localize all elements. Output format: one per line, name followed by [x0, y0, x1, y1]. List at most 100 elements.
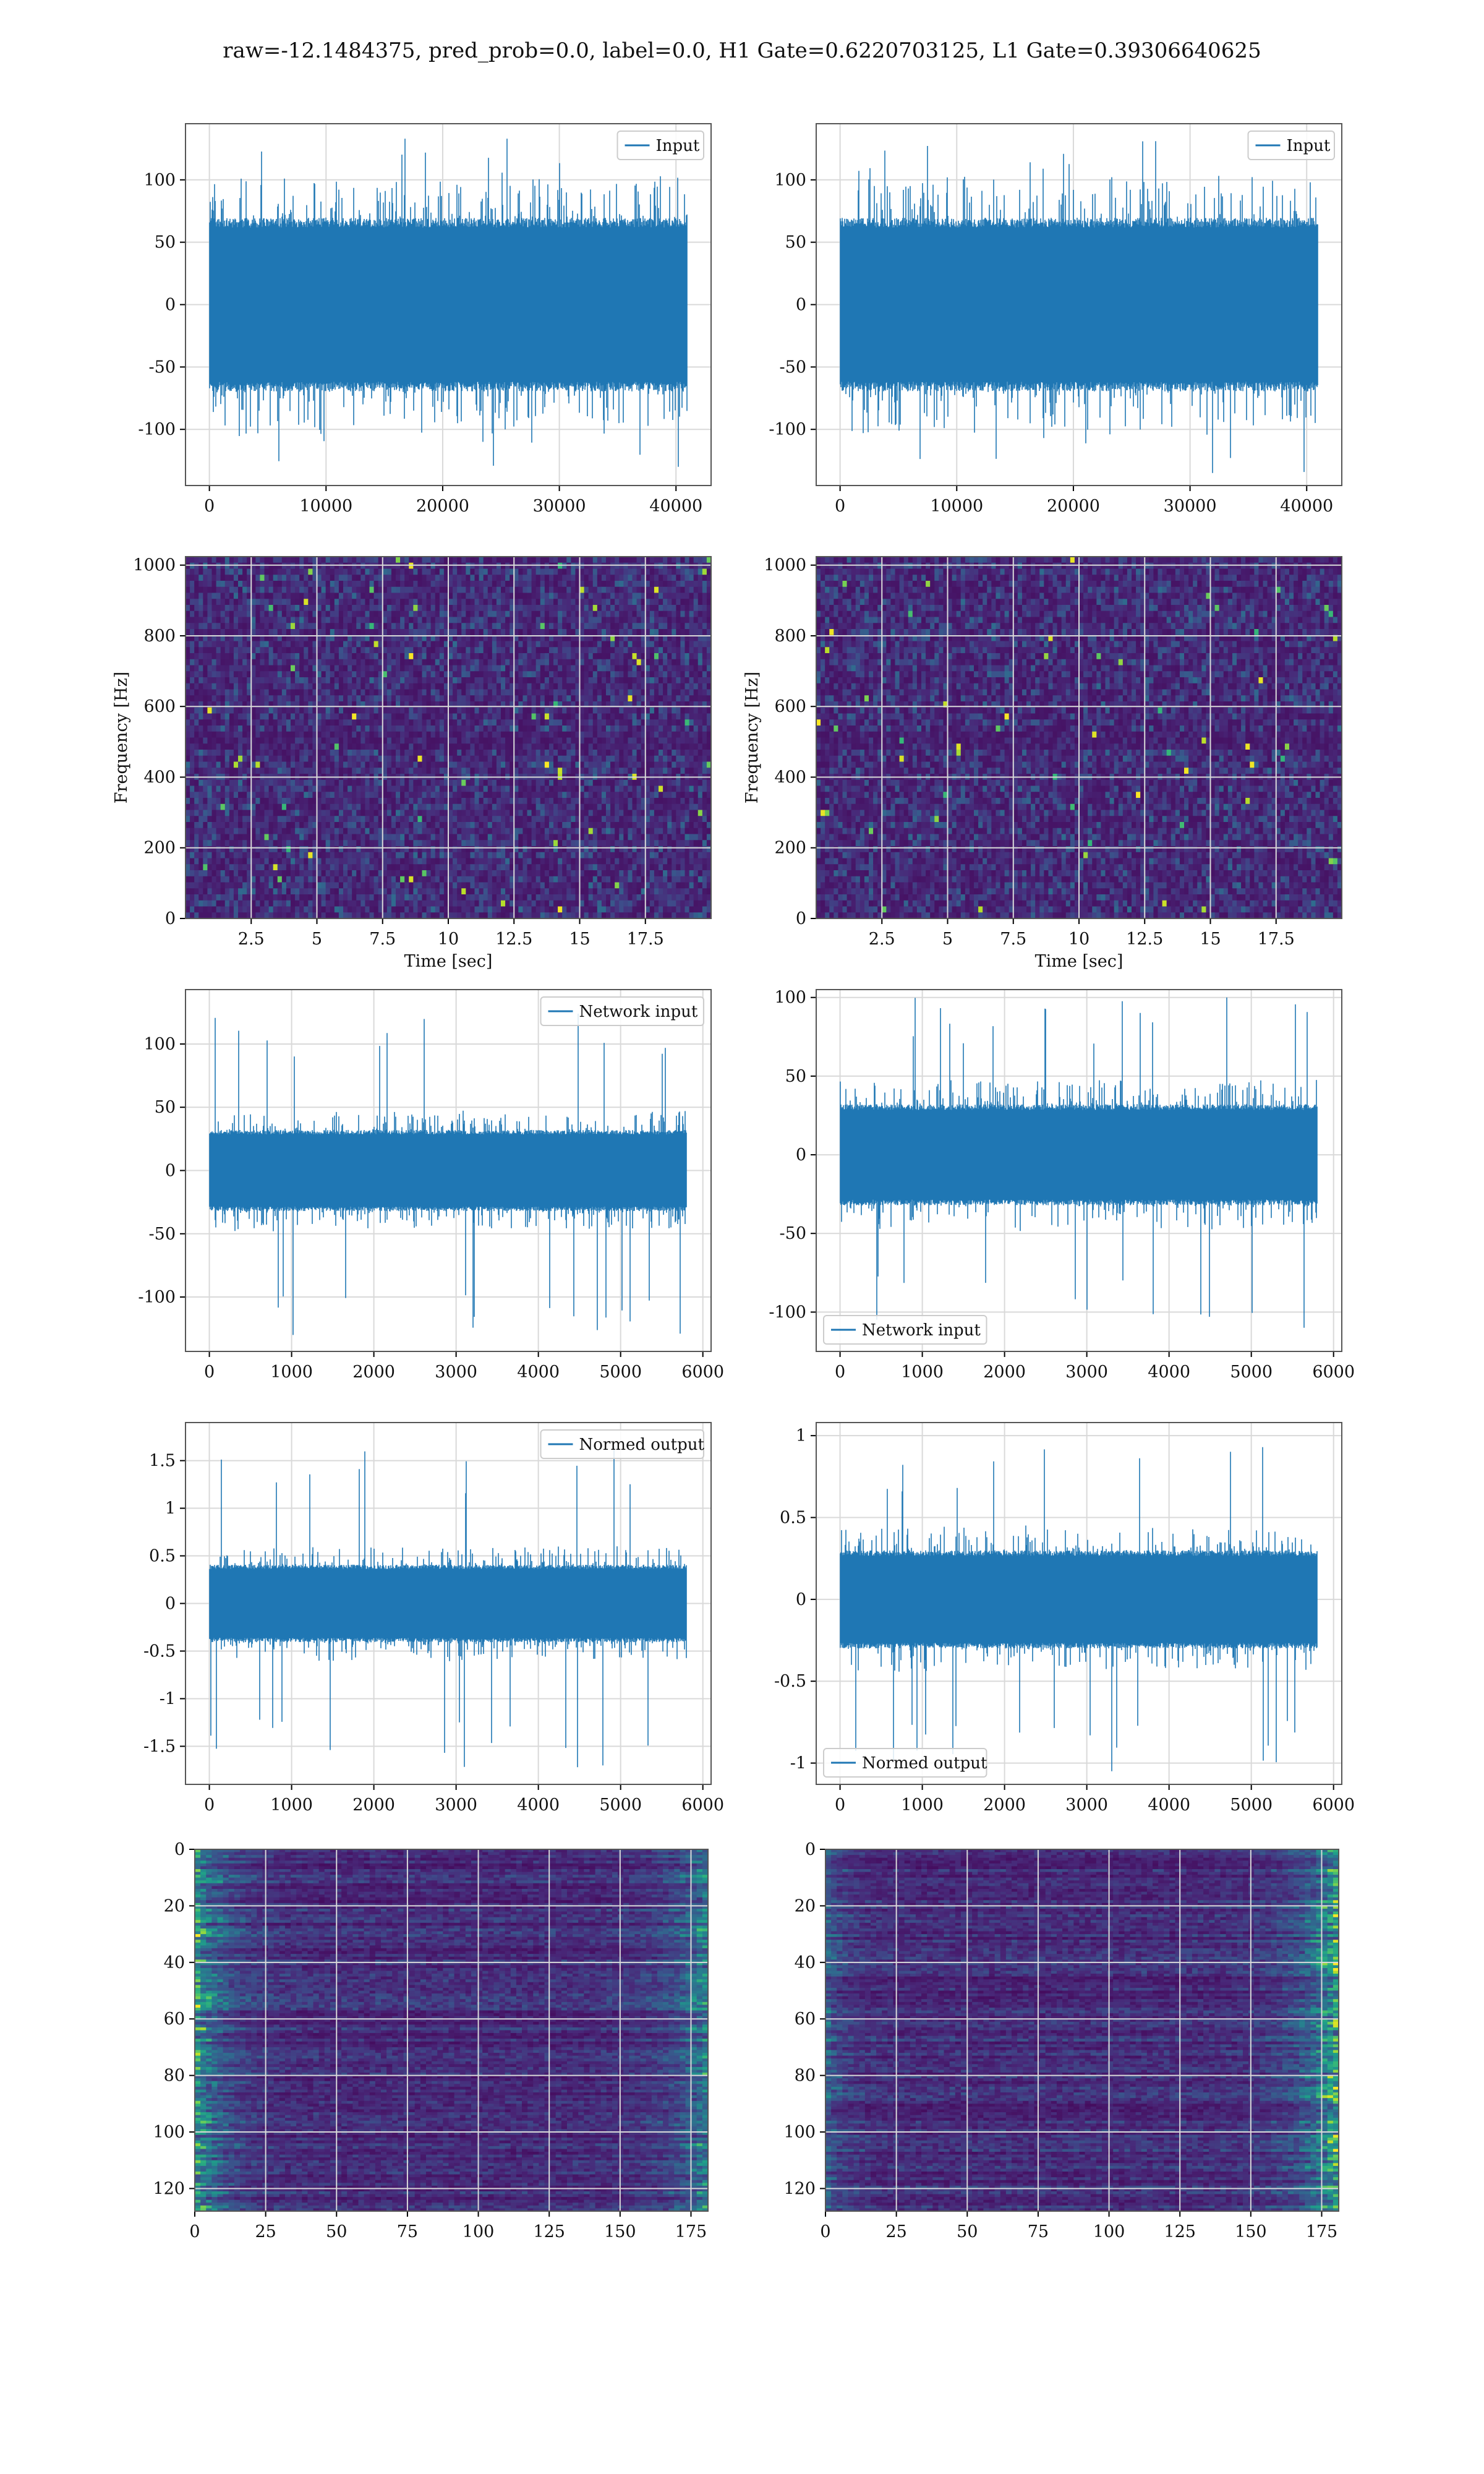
x-tick-label: 3000 [435, 1796, 477, 1815]
y-tick-label: 200 [143, 839, 176, 858]
x-tick-label: 15 [569, 930, 590, 949]
y-tick-label: 1 [165, 1499, 176, 1518]
x-tick-label: 100 [463, 2222, 495, 2241]
x-tick-label: 0 [204, 1796, 215, 1815]
heatmap-cells [825, 1849, 1339, 2212]
x-tick-label: 2000 [983, 1363, 1026, 1382]
line-chart-6: 0 1000 2000 3000 4000 5000 6000-1.5-1-0.500.51… [143, 1423, 724, 1815]
x-tick-label: 50 [957, 2222, 978, 2241]
line-chart-5: 0 1000 2000 3000 4000 5000 6000-100-50050100Ne… [769, 988, 1355, 1382]
y-tick-label: 200 [774, 839, 806, 858]
x-tick-label: 40000 [649, 497, 702, 516]
x-tick-label: 150 [1235, 2222, 1267, 2241]
y-tick-label: 20 [164, 1896, 185, 1915]
x-tick-label: 17.5 [627, 930, 664, 949]
x-axis-label: Time [sec] [404, 952, 493, 971]
x-tick-label: 25 [885, 2222, 906, 2241]
x-tick-label: 50 [326, 2222, 347, 2241]
x-tick-label: 10 [438, 930, 459, 949]
y-tick-label: 80 [795, 2066, 816, 2086]
x-tick-label: 2000 [352, 1363, 395, 1382]
x-tick-label: 6000 [681, 1796, 724, 1815]
legend: Input [618, 131, 704, 160]
y-tick-label: 1000 [133, 556, 176, 575]
x-tick-label: 3000 [435, 1363, 477, 1382]
y-tick-label: 40 [164, 1953, 185, 1972]
y-tick-label: -100 [138, 1288, 176, 1307]
x-tick-label: 1000 [270, 1363, 313, 1382]
legend: Input [1248, 131, 1335, 160]
y-tick-label: -50 [149, 357, 176, 377]
x-tick-label: 175 [1306, 2222, 1338, 2241]
x-tick-label: 100 [1093, 2222, 1125, 2241]
x-axis-label: Time [sec] [1035, 952, 1124, 971]
x-tick-label: 6000 [1312, 1363, 1355, 1382]
series-line [840, 998, 1317, 1328]
x-tick-label: 25 [255, 2222, 276, 2241]
x-tick-label: 125 [533, 2222, 565, 2241]
line-chart-7: 0 1000 2000 3000 4000 5000 6000-1-0.500.51Norm… [774, 1423, 1355, 1815]
y-tick-label: -50 [780, 1224, 806, 1243]
x-tick-label: 10000 [299, 497, 352, 516]
y-tick-label: 100 [774, 171, 806, 190]
y-tick-label: 0 [165, 1594, 176, 1614]
y-tick-label: -1.5 [143, 1737, 176, 1756]
y-tick-label: 0 [174, 1840, 185, 1859]
x-tick-label: 2.5 [869, 930, 895, 949]
legend-label: Network input [862, 1321, 981, 1340]
y-tick-label: 50 [155, 1098, 176, 1117]
y-tick-label: 0.5 [780, 1509, 806, 1528]
y-tick-label: 100 [153, 2123, 185, 2142]
y-tick-label: 100 [143, 171, 176, 190]
y-tick-label: -1 [790, 1754, 806, 1773]
x-tick-label: 0 [835, 1363, 845, 1382]
y-tick-label: -100 [769, 1303, 806, 1322]
x-tick-label: 75 [1028, 2222, 1049, 2241]
heatmap-3: 2.5 5 7.5 10 12.5 15 17.502004006008001000Time… [743, 556, 1342, 971]
x-tick-label: 75 [397, 2222, 418, 2241]
legend-label: Input [1287, 137, 1331, 155]
y-tick-label: 1.5 [149, 1452, 176, 1471]
x-tick-label: 12.5 [1126, 930, 1163, 949]
y-tick-label: 0 [796, 1590, 806, 1609]
x-tick-label: 150 [604, 2222, 636, 2241]
x-tick-label: 4000 [517, 1363, 560, 1382]
y-tick-label: 0 [805, 1840, 816, 1859]
y-tick-label: 0.5 [149, 1547, 176, 1566]
x-tick-label: 5000 [599, 1796, 642, 1815]
y-tick-label: 800 [774, 627, 806, 646]
x-tick-label: 0 [835, 1796, 845, 1815]
x-tick-label: 5000 [1230, 1363, 1273, 1382]
y-tick-label: 120 [153, 2179, 185, 2198]
y-tick-label: 0 [796, 1145, 806, 1165]
y-tick-label: 0 [796, 909, 806, 928]
y-axis-label: Frequency [Hz] [743, 672, 762, 803]
x-tick-label: 5 [312, 930, 322, 949]
x-tick-label: 30000 [533, 497, 586, 516]
x-tick-label: 0 [835, 497, 845, 516]
x-tick-label: 10 [1068, 930, 1090, 949]
series-line [840, 141, 1318, 473]
y-tick-label: -1 [160, 1689, 176, 1708]
series-line [210, 1447, 686, 1768]
legend-label: Network input [579, 1003, 698, 1021]
x-tick-label: 0 [204, 497, 215, 516]
x-tick-label: 4000 [1148, 1363, 1190, 1382]
x-tick-label: 20000 [1047, 497, 1100, 516]
x-tick-label: 10000 [930, 497, 983, 516]
x-tick-label: 40000 [1280, 497, 1333, 516]
x-tick-label: 175 [675, 2222, 707, 2241]
legend: Normed output [541, 1430, 705, 1458]
x-tick-label: 0 [204, 1363, 215, 1382]
legend-label: Normed output [862, 1754, 987, 1773]
x-tick-label: 5000 [1230, 1796, 1273, 1815]
y-tick-label: -0.5 [774, 1672, 806, 1691]
heatmap-2: 2.5 5 7.5 10 12.5 15 17.502004006008001000Time… [112, 556, 712, 971]
y-tick-label: 50 [155, 233, 176, 252]
y-tick-label: 1 [796, 1426, 806, 1445]
x-tick-label: 1000 [901, 1363, 944, 1382]
line-chart-4: 0 1000 2000 3000 4000 5000 6000-100-50050100Ne… [138, 990, 724, 1382]
